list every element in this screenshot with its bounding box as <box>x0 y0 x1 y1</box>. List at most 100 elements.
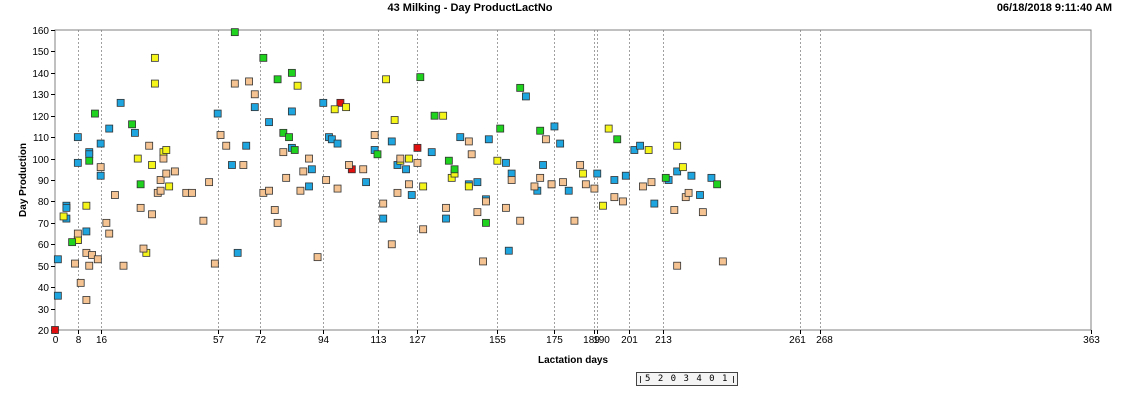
scrollbar-grip-right <box>733 376 734 383</box>
data-point-yellow <box>678 163 687 172</box>
data-point-blue <box>307 165 316 174</box>
data-point-green <box>661 173 670 182</box>
data-point-tan <box>473 208 482 217</box>
data-point-tan <box>396 154 405 163</box>
data-point-tan <box>322 176 331 184</box>
data-point-blue <box>228 161 236 169</box>
data-point-green <box>279 128 288 137</box>
data-point-tan <box>159 154 168 163</box>
data-point-tan <box>265 186 273 195</box>
data-point-green <box>136 180 145 189</box>
data-point-tan <box>547 180 556 189</box>
y-tick-label: 140 <box>32 69 49 80</box>
data-point-tan <box>148 210 156 219</box>
data-point-green <box>482 218 490 227</box>
data-point-tan <box>516 216 525 225</box>
data-point-yellow <box>165 182 174 191</box>
data-point-yellow <box>150 53 159 62</box>
data-point-tan <box>530 182 539 191</box>
data-point-tan <box>393 188 402 197</box>
data-point-blue <box>407 191 416 199</box>
data-point-tan <box>162 169 171 178</box>
data-point-green <box>287 68 296 77</box>
legend-scrollbar[interactable]: 5 2 0 3 4 0 1 <box>636 372 738 386</box>
x-tick-label: 16 <box>96 335 108 346</box>
data-point-yellow <box>133 154 142 163</box>
y-tick-label: 160 <box>32 26 49 37</box>
data-point-yellow <box>150 79 159 88</box>
data-point-blue <box>696 191 704 199</box>
data-point-tan <box>139 244 148 253</box>
y-tick-label: 100 <box>32 155 49 166</box>
data-point-tan <box>581 180 590 189</box>
y-axis-ticks: 20 30 40 50 60 70 80 90 100 110 120 130 140 150 160 <box>32 26 55 337</box>
y-tick-label: 150 <box>32 47 49 58</box>
data-point-yellow <box>342 103 351 112</box>
data-point-green <box>128 120 136 129</box>
data-point-green <box>290 146 299 154</box>
data-point-yellow <box>148 161 156 169</box>
y-tick-label: 40 <box>38 283 50 294</box>
data-point-tan <box>482 197 490 206</box>
data-point-tan <box>245 77 253 86</box>
data-point-blue <box>131 128 139 137</box>
data-point-blue <box>105 124 114 133</box>
data-point-green <box>516 83 525 92</box>
x-tick-label: 261 <box>789 335 806 346</box>
data-point-yellow <box>162 146 171 154</box>
data-point-green <box>273 75 282 84</box>
timestamp: 06/18/2018 9:11:40 AM <box>996 2 1112 14</box>
data-point-tan <box>156 186 165 195</box>
data-point-tan <box>698 208 707 217</box>
x-tick-label: 201 <box>621 335 638 346</box>
data-point-tan <box>279 148 288 157</box>
data-point-blue <box>73 133 82 142</box>
scrollbar-grip-left <box>640 376 641 383</box>
data-point-yellow <box>59 212 68 221</box>
data-point-tan <box>718 257 727 266</box>
data-point-yellow <box>673 141 682 150</box>
data-point-green <box>713 180 722 189</box>
data-point-blue <box>82 227 91 236</box>
y-tick-label: 90 <box>38 176 50 187</box>
data-point-green <box>450 165 459 174</box>
data-point-tan <box>145 141 154 150</box>
data-point-yellow <box>604 124 613 133</box>
data-point-yellow <box>82 201 91 210</box>
data-point-tan <box>71 259 79 268</box>
data-point-green <box>430 111 439 120</box>
data-point-green <box>85 156 94 165</box>
data-point-tan <box>96 163 105 172</box>
data-point-yellow <box>599 201 607 210</box>
data-point-tan <box>502 203 510 212</box>
data-point-tan <box>639 182 647 191</box>
data-point-tan <box>88 251 97 259</box>
chart-title: 43 Milking - Day ProductLactNo <box>387 2 553 14</box>
data-point-tan <box>387 240 396 249</box>
data-point-tan <box>102 218 111 227</box>
data-point-blue <box>442 214 450 223</box>
data-point-tan <box>199 216 208 225</box>
data-point-blue <box>62 203 71 212</box>
data-point-green <box>444 156 453 165</box>
data-point-tan <box>619 197 627 206</box>
data-point-tan <box>610 193 619 202</box>
data-point-tan <box>345 161 353 169</box>
data-point-tan <box>111 191 119 199</box>
data-point-tan <box>559 178 567 187</box>
data-point-tan <box>82 296 91 304</box>
data-point-tan <box>136 203 145 212</box>
y-tick-label: 110 <box>33 133 49 144</box>
data-point-tan <box>419 225 428 234</box>
data-point-green <box>496 124 505 133</box>
data-point-blue <box>242 141 251 150</box>
data-point-blue <box>550 122 559 131</box>
data-point-tan <box>205 178 214 187</box>
data-point-blue <box>96 171 105 180</box>
data-point-green <box>285 133 293 142</box>
data-point-tan <box>464 137 473 146</box>
data-point-blue <box>53 291 62 300</box>
x-tick-label: 94 <box>318 335 330 346</box>
grid-layer <box>78 30 821 330</box>
data-point-tan <box>76 278 85 287</box>
